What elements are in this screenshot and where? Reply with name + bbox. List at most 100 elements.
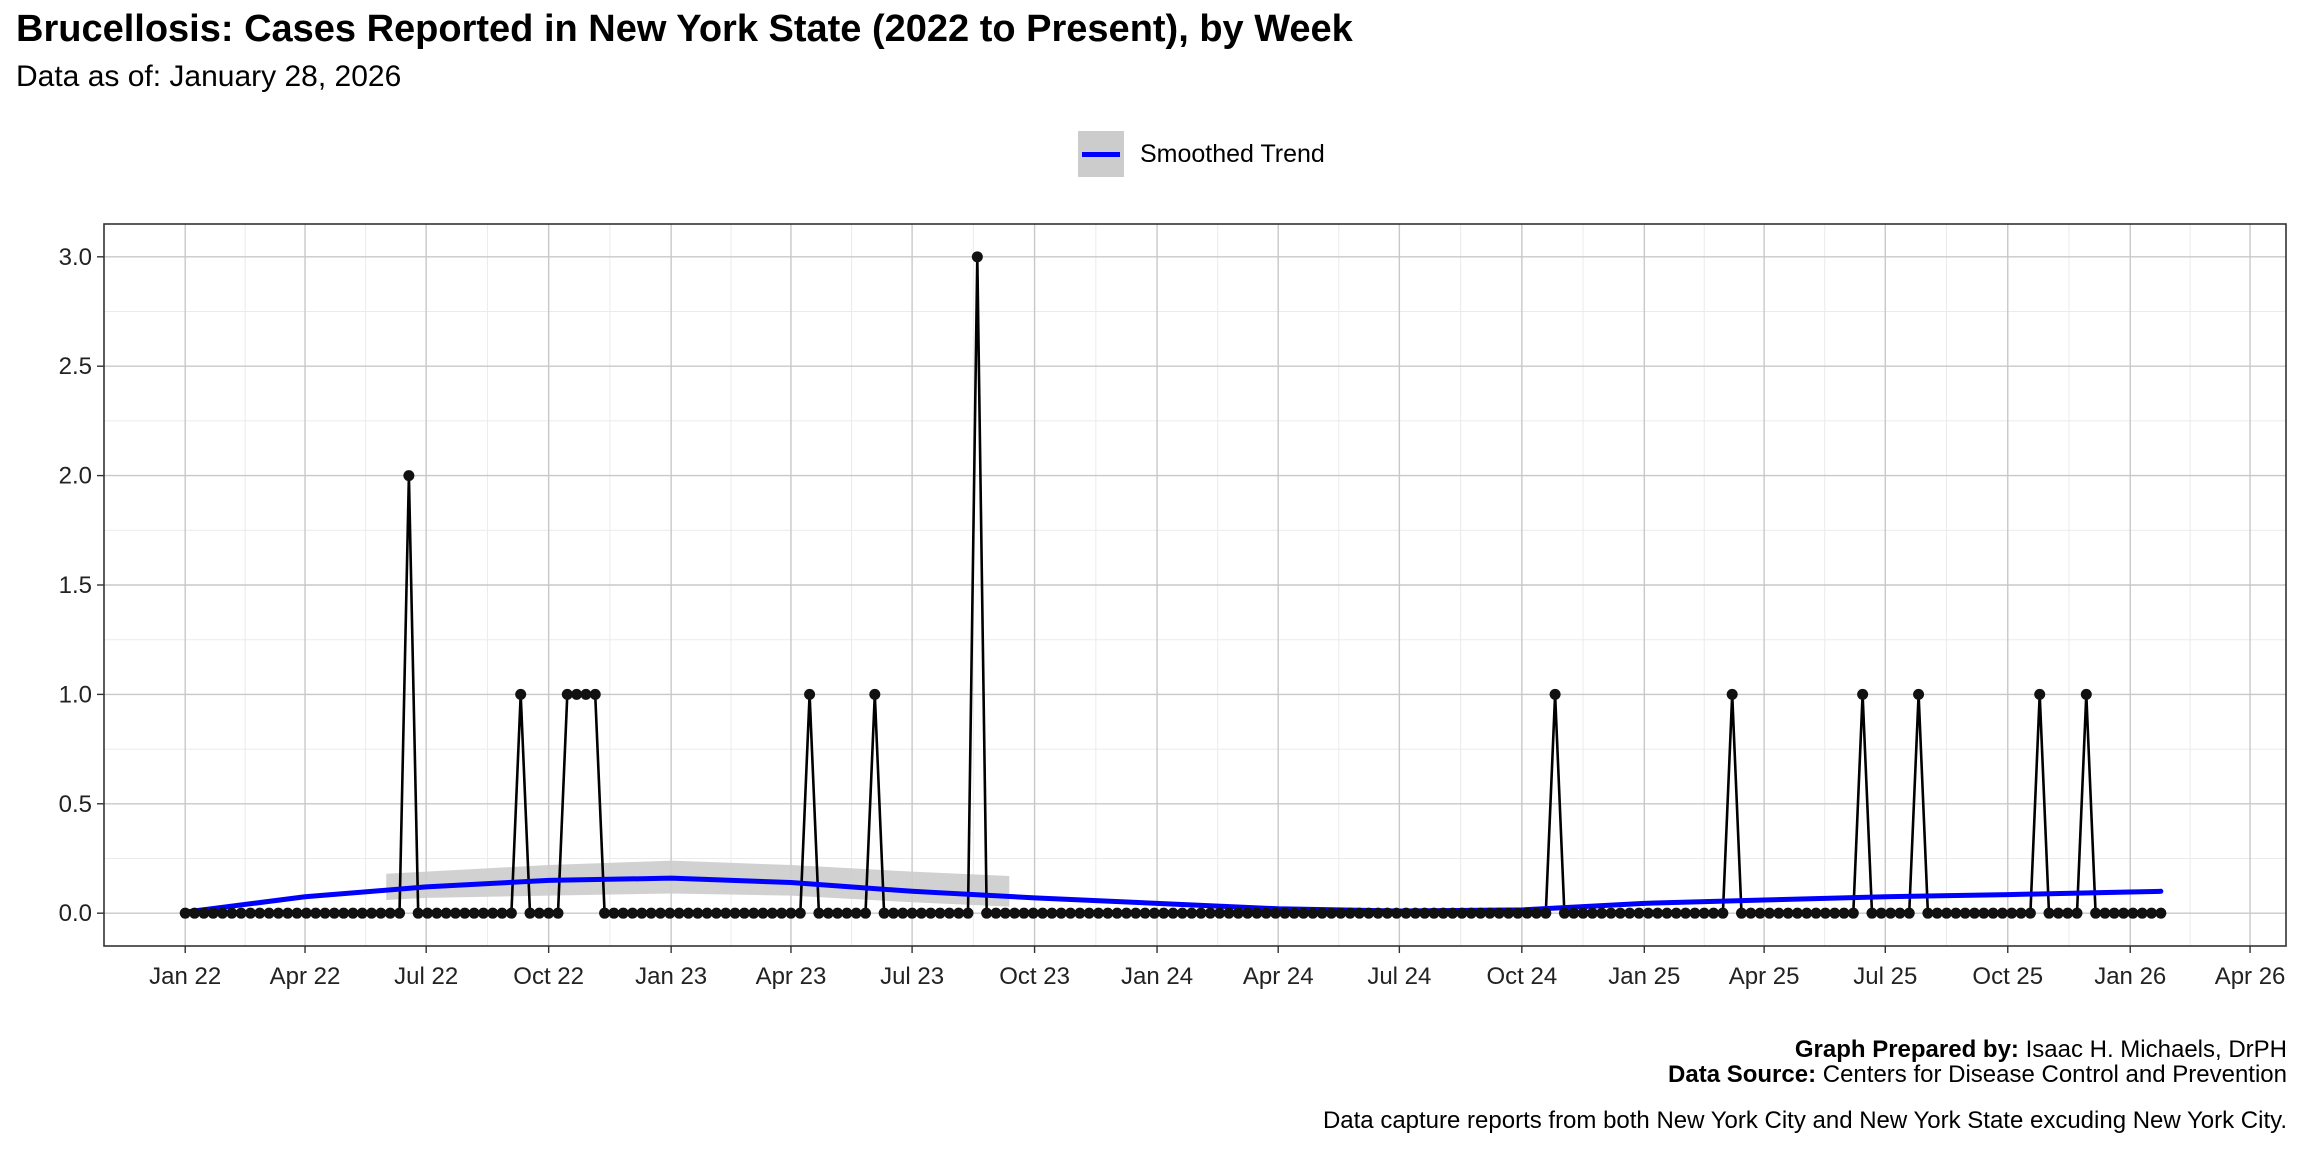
cases-point xyxy=(766,907,778,919)
cases-point xyxy=(1530,907,1542,919)
cases-point xyxy=(1456,907,1468,919)
cases-point xyxy=(1325,907,1337,919)
cases-point xyxy=(1782,907,1794,919)
x-tick-label: Jan 23 xyxy=(635,963,707,990)
cases-point xyxy=(244,907,256,919)
cases-point xyxy=(1288,907,1300,919)
cases-point xyxy=(1596,907,1608,919)
cases-point xyxy=(2155,907,2167,919)
x-tick-label: Jan 26 xyxy=(2094,963,2166,990)
cases-point xyxy=(1978,907,1990,919)
cases-point xyxy=(589,688,601,700)
x-tick-label: Apr 22 xyxy=(270,963,341,990)
cases-point xyxy=(813,907,825,919)
cases-point xyxy=(1018,907,1030,919)
cases-point xyxy=(878,907,890,919)
cases-point xyxy=(1307,907,1319,919)
cases-point xyxy=(449,907,461,919)
cases-point xyxy=(1167,907,1179,919)
cases-point xyxy=(1242,907,1254,919)
cases-point xyxy=(552,907,564,919)
cases-point xyxy=(1931,907,1943,919)
cases-point xyxy=(999,907,1011,919)
cases-point xyxy=(580,688,592,700)
cases-point xyxy=(300,907,312,919)
cases-point xyxy=(524,907,536,919)
cases-point xyxy=(1540,907,1552,919)
cases-point xyxy=(1223,907,1235,919)
cases-point xyxy=(869,688,881,700)
cases-point xyxy=(1670,907,1682,919)
cases-point xyxy=(785,907,797,919)
cases-point xyxy=(710,907,722,919)
cases-point xyxy=(1642,907,1654,919)
cases-point xyxy=(431,907,443,919)
y-tick-label: 0.0 xyxy=(59,900,92,927)
cases-point xyxy=(1400,907,1412,919)
x-tick-label: Oct 22 xyxy=(513,963,584,990)
cases-point xyxy=(1614,907,1626,919)
legend-label-smoothed-trend: Smoothed Trend xyxy=(1140,139,1325,168)
cases-point xyxy=(477,907,489,919)
footer-source-label: Data Source: xyxy=(1668,1061,1817,1088)
cases-point xyxy=(1316,907,1328,919)
cases-point xyxy=(794,907,806,919)
cases-point xyxy=(1158,907,1170,919)
cases-point xyxy=(1819,907,1831,919)
cases-point xyxy=(2090,907,2102,919)
cases-point xyxy=(272,907,284,919)
cases-point xyxy=(226,907,238,919)
cases-point xyxy=(375,907,387,919)
cases-point xyxy=(263,907,275,919)
cases-point xyxy=(1922,907,1934,919)
cases-point xyxy=(1270,907,1282,919)
cases-point xyxy=(1475,907,1487,919)
cases-point xyxy=(981,907,993,919)
cases-point xyxy=(645,907,657,919)
cases-point xyxy=(832,907,844,919)
cases-point xyxy=(1866,907,1878,919)
cases-point xyxy=(1074,907,1086,919)
cases-point xyxy=(1829,907,1841,919)
cases-point xyxy=(1279,907,1291,919)
cases-point xyxy=(990,907,1002,919)
cases-point xyxy=(1428,907,1440,919)
cases-point xyxy=(1586,907,1598,919)
cases-point xyxy=(2127,907,2139,919)
cases-point xyxy=(2099,907,2111,919)
cases-point xyxy=(906,907,918,919)
cases-point xyxy=(729,907,741,919)
footer-prepared-value: Isaac H. Michaels, DrPH xyxy=(2025,1036,2287,1063)
cases-point xyxy=(1232,907,1244,919)
y-tick-label: 0.5 xyxy=(59,791,92,818)
cases-point xyxy=(943,907,955,919)
cases-point xyxy=(1773,907,1785,919)
cases-point xyxy=(310,907,322,919)
cases-point xyxy=(1503,907,1515,919)
cases-point xyxy=(1009,907,1021,919)
x-tick-label: Jan 22 xyxy=(149,963,221,990)
cases-point xyxy=(673,907,685,919)
x-tick-label: Apr 26 xyxy=(2215,963,2286,990)
legend-key-smoothed-trend xyxy=(1078,131,1124,177)
cases-point xyxy=(2062,907,2074,919)
cases-point xyxy=(505,907,517,919)
cases-point xyxy=(1214,907,1226,919)
cases-point xyxy=(189,907,201,919)
cases-point xyxy=(1102,907,1114,919)
cases-point xyxy=(664,907,676,919)
cases-point xyxy=(701,907,713,919)
cases-point xyxy=(1493,907,1505,919)
cases-point xyxy=(1046,907,1058,919)
cases-point xyxy=(282,907,294,919)
cases-point xyxy=(934,907,946,919)
cases-point xyxy=(1186,907,1198,919)
cases-point xyxy=(1381,907,1393,919)
cases-point xyxy=(356,907,368,919)
cases-point xyxy=(1148,907,1160,919)
y-tick-label: 1.5 xyxy=(59,572,92,599)
cases-point xyxy=(198,907,210,919)
cases-point xyxy=(1298,907,1310,919)
y-tick-label: 3.0 xyxy=(59,244,92,271)
cases-point xyxy=(1838,907,1850,919)
